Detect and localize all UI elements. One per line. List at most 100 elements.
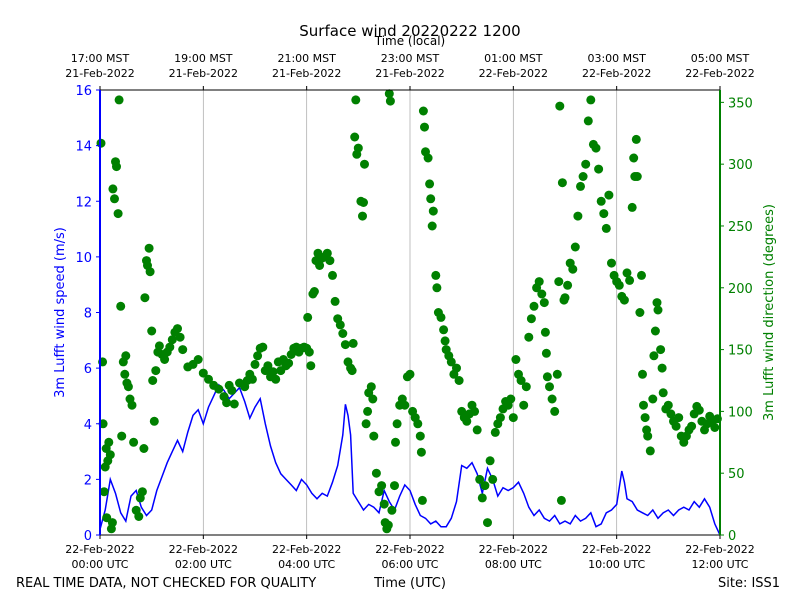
wind-direction-point (652, 298, 662, 308)
x2-tick-label-date: 21-Feb-2022 (375, 67, 444, 80)
x2-tick-label-time: 01:00 MST (484, 52, 543, 65)
wind-direction-point (413, 419, 423, 429)
wind-direction-point (416, 447, 426, 457)
wind-direction-point (173, 324, 182, 334)
wind-direction-point (671, 421, 681, 431)
wind-direction-point (268, 367, 278, 377)
wind-direction-point (639, 400, 648, 410)
wind-direction-point (127, 400, 137, 410)
wind-direction-point (431, 270, 441, 280)
wind-direction-point (666, 409, 676, 419)
y2-axis-label: 3m Lufft wind direction (degrees) (762, 204, 777, 421)
wind-direction-point (428, 206, 438, 216)
wind-direction-point (552, 369, 562, 379)
wind-direction-point (351, 95, 361, 105)
wind-direction-point (440, 336, 450, 346)
x-tick-label-time: 06:00 UTC (381, 558, 438, 571)
wind-direction-point (576, 181, 585, 191)
x2-tick-label-time: 23:00 MST (381, 52, 440, 65)
wind-direction-point (426, 194, 436, 204)
x2-tick-label-date: 22-Feb-2022 (479, 67, 548, 80)
y-tick-label: 6 (84, 362, 92, 377)
wind-direction-point (640, 413, 650, 423)
wind-direction-point (105, 450, 115, 460)
wind-direction-point (145, 267, 155, 277)
wind-direction-point (599, 209, 609, 219)
x-tick-label-date: 22-Feb-2022 (375, 543, 444, 556)
wind-direction-point (534, 277, 544, 287)
wind-direction-point (557, 178, 567, 188)
wind-direction-point (99, 487, 109, 497)
wind-direction-point (452, 363, 461, 373)
wind-direction-point (137, 487, 147, 497)
y-tick-label: 2 (84, 473, 92, 488)
wind-direction-point (104, 437, 114, 447)
x-tick-label-time: 10:00 UTC (588, 558, 645, 571)
wind-direction-point (519, 400, 529, 410)
wind-direction-point (340, 340, 350, 350)
wind-direction-point (151, 366, 161, 376)
wind-direction-point (638, 369, 647, 379)
y-tick-label: 16 (75, 84, 92, 99)
wind-direction-point (619, 295, 629, 305)
wind-direction-point (418, 106, 428, 116)
wind-direction-point (556, 495, 566, 505)
wind-direction-point (193, 355, 203, 364)
x2-tick-label-date: 22-Feb-2022 (582, 67, 651, 80)
x2-tick-label-time: 21:00 MST (277, 52, 336, 65)
wind-direction-point (108, 184, 118, 194)
wind-direction-point (586, 95, 596, 105)
wind-direction-point (555, 101, 565, 111)
wind-direction-point (581, 159, 591, 169)
wind-direction-point (542, 372, 552, 382)
wind-direction-point (632, 172, 642, 181)
wind-direction-point (147, 326, 157, 336)
wind-direction-point (614, 280, 624, 290)
y-tick-label: 14 (75, 140, 92, 155)
wind-direction-point (508, 413, 518, 423)
wind-direction-point (563, 280, 573, 290)
wind-direction-point (694, 405, 704, 415)
wind-direction-point (175, 332, 185, 342)
wind-direction-point (353, 143, 363, 153)
wind-direction-point (601, 223, 611, 233)
wind-direction-point (383, 520, 393, 530)
wind-direction-point (227, 385, 237, 395)
chart-title: Surface wind 20220222 1200 (299, 22, 521, 40)
wind-direction-point (165, 342, 175, 352)
wind-direction-point (470, 406, 480, 416)
wind-direction-point (480, 481, 490, 491)
wind-direction-point (385, 96, 395, 106)
wind-direction-point (405, 369, 415, 379)
wind-direction-point (539, 298, 549, 308)
y2-tick-label: 100 (728, 405, 753, 420)
y2-tick-label: 50 (728, 467, 745, 482)
wind-direction-point (432, 283, 442, 293)
wind-direction-point (490, 427, 500, 437)
x-tick-label-date: 22-Feb-2022 (272, 543, 341, 556)
wind-direction-point (663, 400, 673, 410)
wind-direction-point (635, 308, 645, 317)
wind-direction-point (178, 345, 188, 355)
x2-tick-label-date: 22-Feb-2022 (685, 67, 754, 80)
wind-direction-point (417, 495, 427, 505)
wind-direction-point (423, 153, 433, 163)
wind-direction-point (306, 361, 316, 371)
x2-tick-label-time: 03:00 MST (587, 52, 646, 65)
wind-direction-point (107, 518, 117, 528)
wind-direction-point (541, 348, 551, 358)
bottom-axis-label: Time (UTC) (374, 576, 446, 591)
wind-direction-point (384, 89, 394, 99)
wind-direction-point (650, 326, 660, 336)
wind-direction-point (485, 456, 495, 466)
wind-direction-point (347, 366, 357, 376)
wind-direction-point (656, 345, 666, 355)
x-tick-label-date: 22-Feb-2022 (582, 543, 651, 556)
wind-direction-point (570, 242, 580, 252)
wind-direction-point (167, 335, 177, 345)
wind-direction-point (454, 376, 464, 385)
y-tick-label: 0 (84, 529, 92, 544)
wind-direction-point (400, 400, 410, 410)
wind-direction-point (250, 359, 260, 369)
